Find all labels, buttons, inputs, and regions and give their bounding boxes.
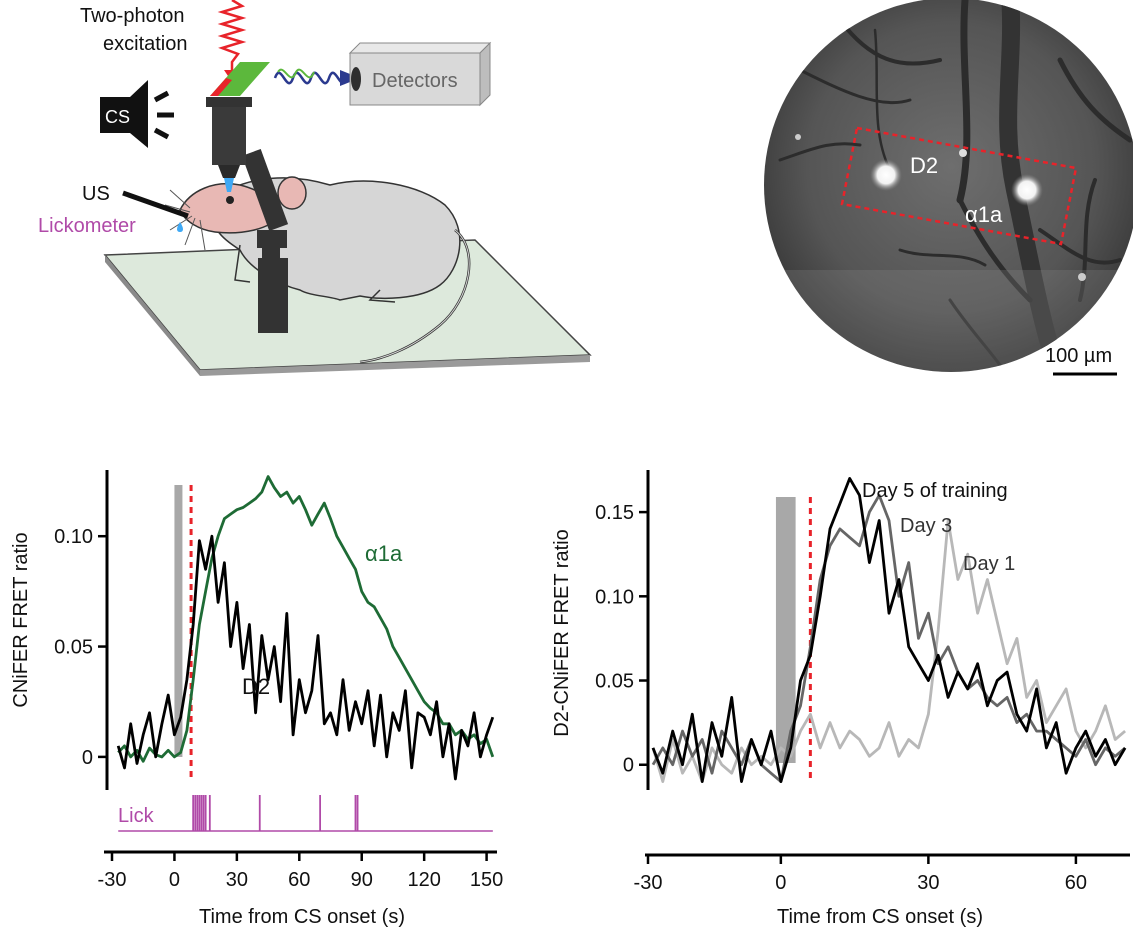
- x-tick-label: -30: [98, 869, 127, 891]
- micrograph: D2 α1a 100 µm: [764, 0, 1133, 376]
- platform-front-edge: [200, 355, 590, 376]
- x-tick-label: 0: [775, 872, 786, 894]
- scale-bar-label: 100 µm: [1045, 345, 1112, 367]
- detectors-box: [349, 52, 481, 106]
- x-axis-label: Time from CS onset (s): [199, 906, 405, 928]
- x-tick-label: 60: [288, 869, 310, 891]
- speaker-icon: [100, 80, 148, 148]
- y-tick-label: 0: [82, 747, 93, 769]
- small-bright-spot: [795, 134, 801, 140]
- small-bright-spot: [959, 149, 967, 157]
- detectors-box-top: [348, 42, 492, 54]
- water-drop-icon: [177, 222, 183, 232]
- head-post-pole: [262, 248, 280, 260]
- us-tube: [122, 190, 189, 219]
- mouse-leg-front: [234, 244, 251, 283]
- mirror-red: [210, 78, 232, 96]
- day5-line: [651, 476, 1127, 783]
- mouse-whiskers: [164, 189, 206, 251]
- y-axis-label: D2-CNiFER FRET ratio: [551, 529, 573, 736]
- x-tick-label: 30: [917, 872, 939, 894]
- emission-beam-green: [277, 68, 315, 79]
- d2-label: D2: [910, 153, 938, 178]
- head-post-base: [258, 258, 288, 333]
- y-tick-label: 0.10: [54, 526, 93, 548]
- legend-day5: Day 5 of training: [862, 480, 1008, 502]
- us-label: US: [82, 183, 110, 205]
- alpha1a-label: α1a: [965, 202, 1003, 227]
- y-tick-label: 0.05: [595, 671, 634, 693]
- x-tick-label: 150: [470, 869, 503, 891]
- mouse-leg-back: [368, 289, 396, 303]
- y-tick-label: 0: [623, 755, 634, 777]
- cs-onset-bar: [775, 497, 796, 763]
- legend-day1: Day 1: [963, 553, 1015, 575]
- mouse-eye: [226, 196, 234, 204]
- objective-body: [212, 107, 246, 165]
- objective-top: [206, 97, 252, 107]
- mouse-ear: [277, 176, 307, 210]
- cs-onset-bar: [174, 485, 183, 757]
- detectors-label: Detectors: [372, 70, 458, 92]
- alpha1a-line: [117, 475, 495, 763]
- head-post-arm: [241, 148, 289, 232]
- y-axis-label: CNiFER FRET ratio: [10, 532, 32, 707]
- x-tick-label: 0: [169, 869, 180, 891]
- cs-label: CS: [105, 107, 130, 127]
- lick-label: Lick: [118, 805, 155, 827]
- sound-waves-icon: [153, 90, 174, 140]
- platform-edge: [105, 255, 200, 376]
- alpha1a-cell: [1011, 174, 1043, 206]
- x-tick-label: 60: [1065, 872, 1087, 894]
- small-bright-spot: [1078, 273, 1086, 281]
- x-tick-label: 90: [351, 869, 373, 891]
- experiment-schematic: Detectors Two-photon excitation CS US Li…: [38, 0, 592, 376]
- head-post-clamp: [257, 230, 287, 248]
- detectors-box-side: [479, 41, 491, 107]
- mouse-tail-inner: [359, 229, 470, 363]
- y-tick-label: 0.15: [595, 502, 634, 524]
- y-tick-label: 0.05: [54, 637, 93, 659]
- roi-box: [840, 126, 1078, 246]
- objective-tip: [218, 165, 240, 178]
- objective-light: [224, 178, 234, 192]
- x-axis-label: Time from CS onset (s): [777, 906, 983, 928]
- d2-annotation: D2: [242, 674, 270, 699]
- d2-cell: [870, 159, 902, 191]
- day1-line: [651, 519, 1127, 783]
- chart-left: 00.050.10 CNiFER FRET ratio α1a D2 Lick …: [10, 470, 503, 928]
- excitation-label-line2: excitation: [103, 33, 188, 55]
- chart-right: 0 0.05 0.10 0.15 D2-CNiFER FRET ratio Day 5…: [551, 470, 1130, 928]
- day3-line: [651, 493, 1127, 783]
- lickometer-label: Lickometer: [38, 215, 136, 237]
- emission-beam: [273, 71, 349, 85]
- legend-day3: Day 3: [900, 515, 952, 537]
- d2-line: [116, 534, 495, 781]
- x-tick-label: 120: [407, 869, 440, 891]
- excitation-label-line1: Two-photon: [80, 5, 185, 27]
- y-tick-label: 0.10: [595, 586, 634, 608]
- x-tick-label: -30: [634, 872, 663, 894]
- laser-beam: [217, 0, 247, 78]
- alpha1a-annotation: α1a: [365, 541, 403, 566]
- detectors-aperture: [351, 67, 361, 91]
- x-tick-label: 30: [226, 869, 248, 891]
